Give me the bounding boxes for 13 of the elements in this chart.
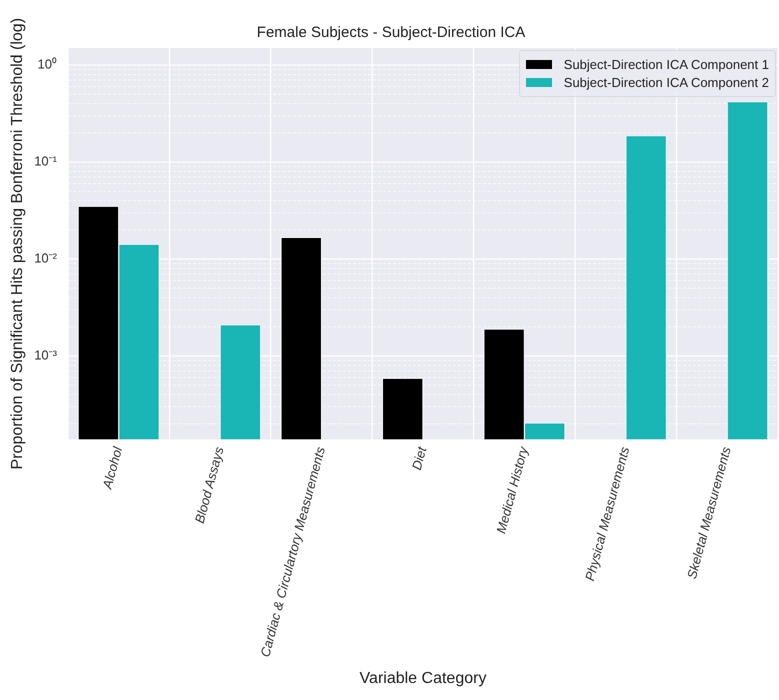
x-tick-label: Alcohol [99,444,126,492]
x-tick-label: Diet [408,444,430,472]
y-tick-label: 10⁻¹ [34,154,58,169]
legend-label: Subject-Direction ICA Component 1 [564,57,769,72]
x-axis-title: Variable Category [360,670,486,687]
chart-title: Female Subjects - Subject-Direction ICA [256,24,526,42]
y-tick-label: 10⁰ [38,56,57,72]
y-axis-title: Proportion of Significant Hits passing Bonferroni Threshold (log) [9,18,26,470]
x-tick-label: Medical History [493,444,532,535]
legend-label: Subject-Direction ICA Component 2 [564,75,769,90]
x-tick-label: Blood Assays [192,444,227,525]
y-tick-label: 10⁻³ [34,348,58,363]
y-tick-label: 10⁻² [34,250,58,266]
